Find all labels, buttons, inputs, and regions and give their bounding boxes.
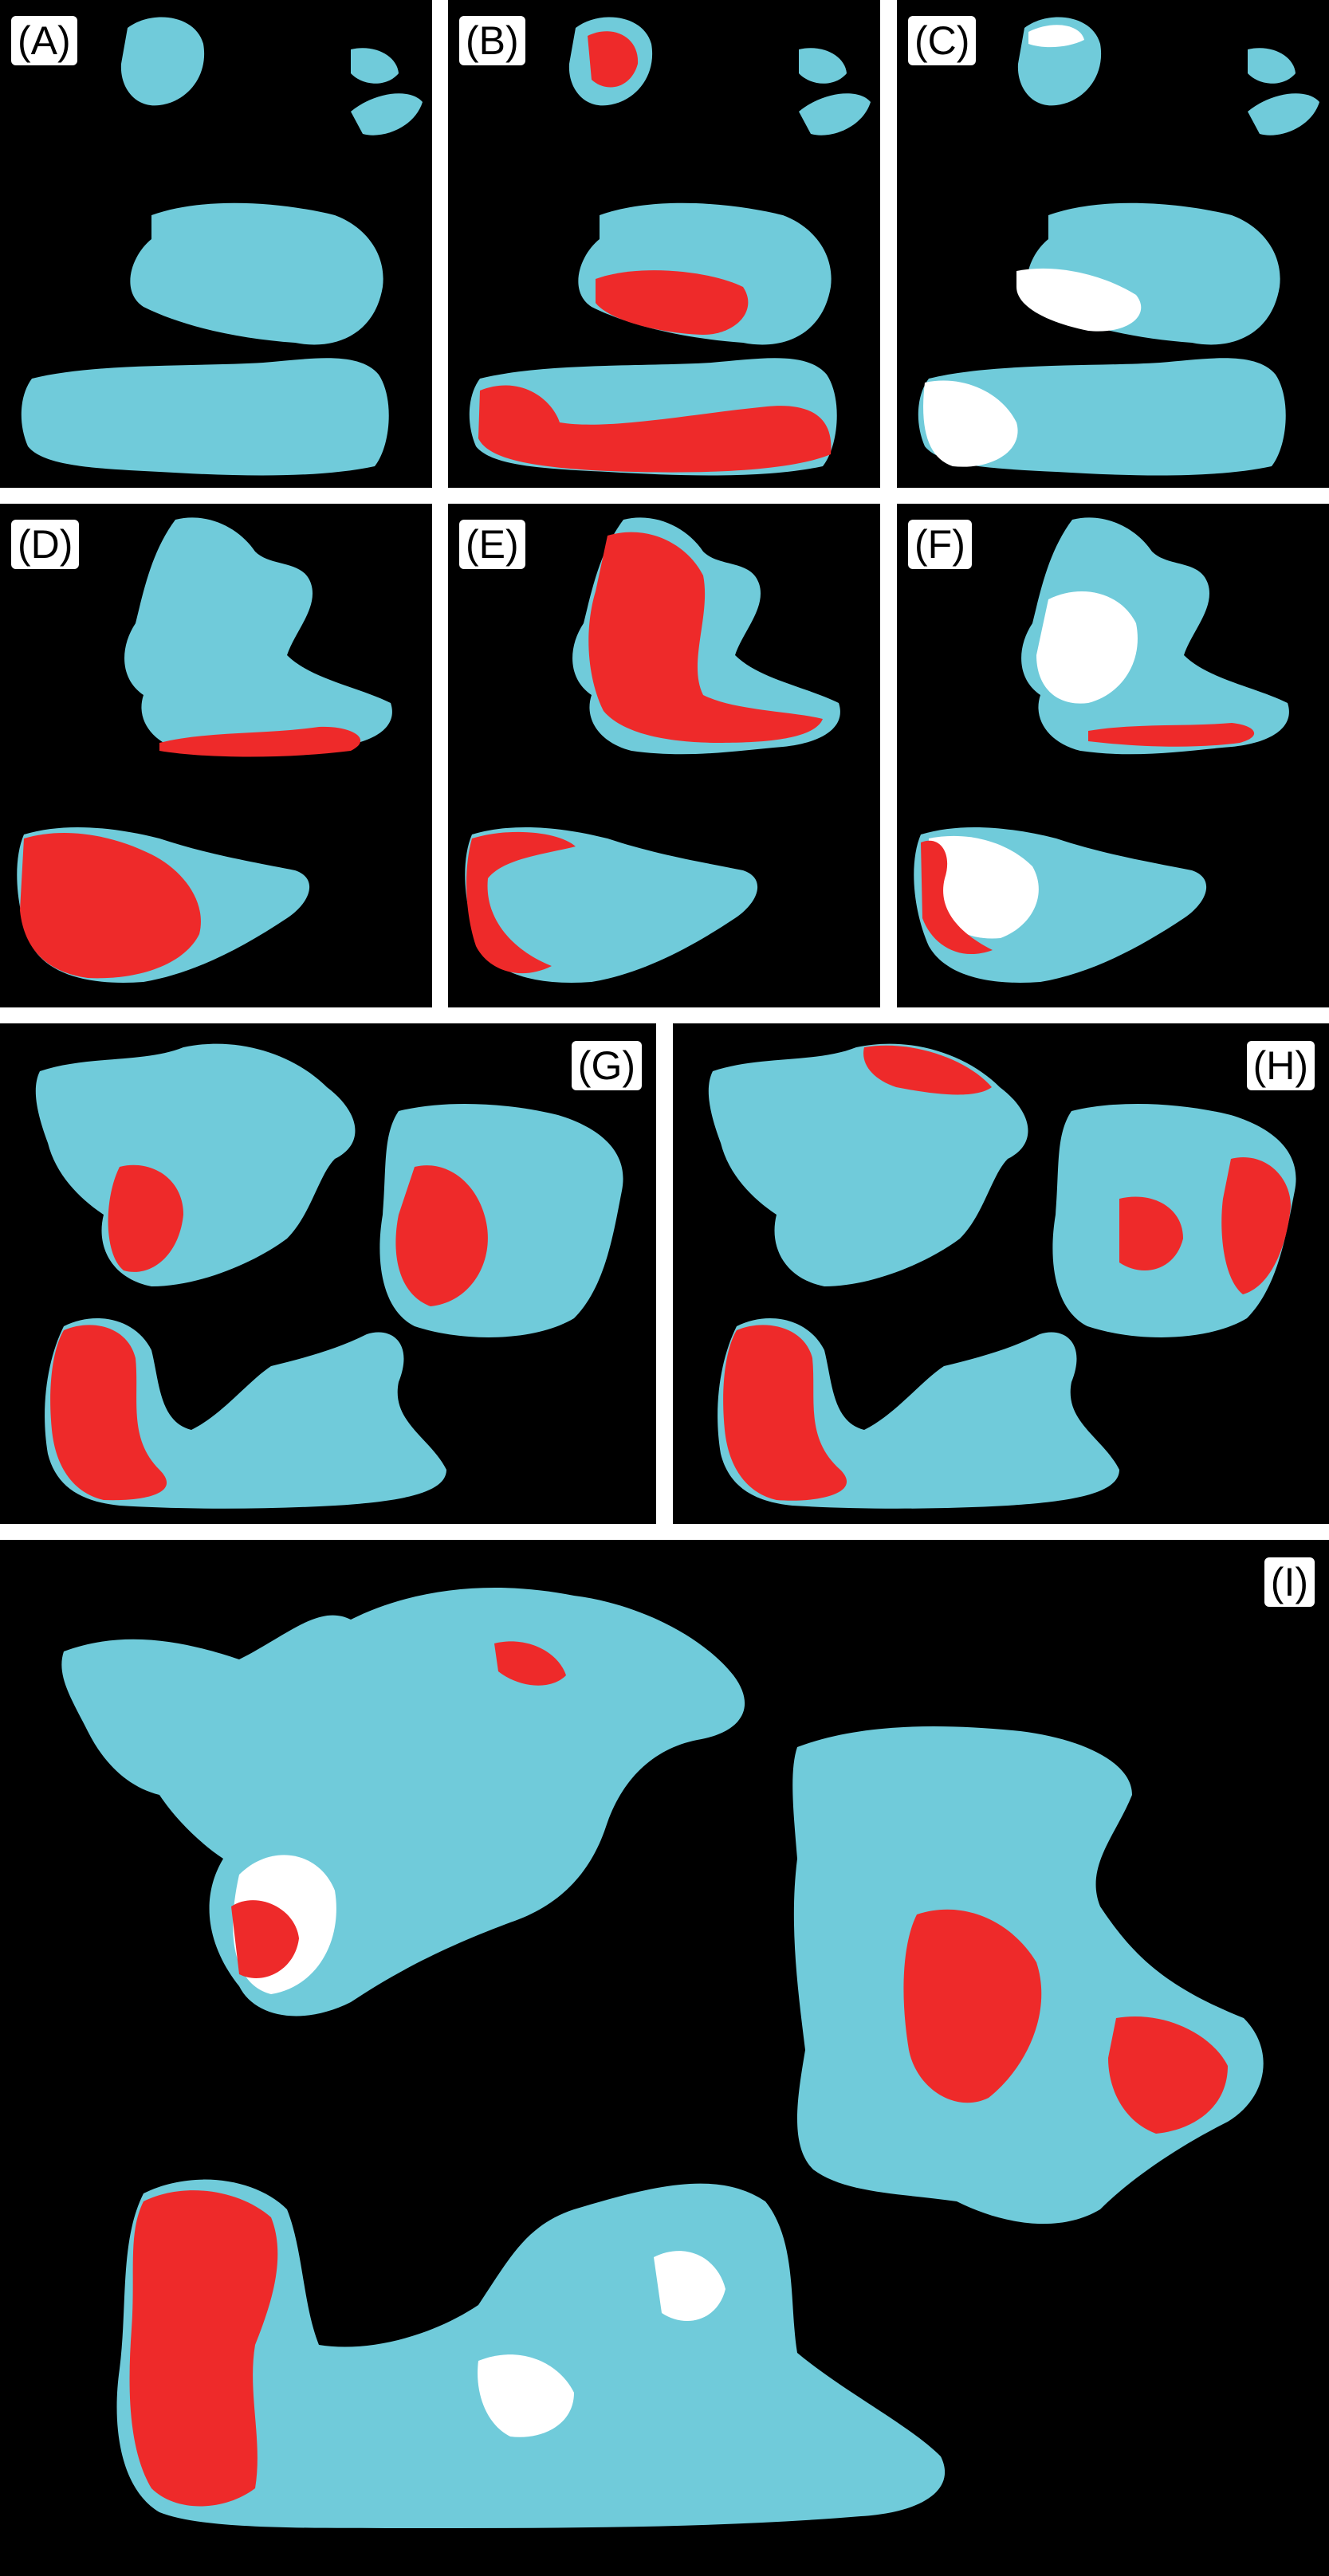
panel-b-image <box>469 17 871 476</box>
panel-g: (G) <box>0 1023 656 1524</box>
marker-region <box>494 1641 566 1686</box>
marker-region <box>108 1164 183 1272</box>
tissue-blob <box>120 17 205 106</box>
panel-f: (F) <box>897 504 1329 1007</box>
panel-h-image <box>708 1043 1296 1509</box>
marker-region <box>588 532 823 743</box>
panel-a-image <box>21 17 423 476</box>
overlap-region <box>1028 25 1084 48</box>
marker-region <box>478 385 832 473</box>
panel-e: (E) <box>448 504 880 1007</box>
tissue-blob <box>35 1043 356 1286</box>
panel-f-label: (F) <box>908 520 972 569</box>
panel-i: (I) <box>0 1540 1329 2576</box>
marker-region <box>1108 2016 1228 2134</box>
marker-region <box>129 2190 278 2507</box>
panel-e-image <box>465 517 840 983</box>
marker-region <box>588 31 639 88</box>
overlap-region <box>1016 268 1142 332</box>
tissue-blob <box>1248 48 1296 84</box>
marker-region <box>50 1325 167 1501</box>
overlap-region <box>927 835 1039 939</box>
panel-b: (B) <box>448 0 880 488</box>
marker-region <box>1088 723 1255 747</box>
overlap-region <box>1036 591 1138 704</box>
panel-b-label: (B) <box>459 16 525 65</box>
tissue-blob <box>130 202 383 345</box>
overlap-region <box>654 2251 725 2321</box>
marker-region <box>723 1325 847 1501</box>
tissue-blob <box>351 48 399 84</box>
tissue-blob <box>21 358 389 476</box>
tissue-blob <box>465 827 758 983</box>
marker-region <box>903 1909 1042 2103</box>
panel-e-label: (E) <box>459 520 525 569</box>
tissue-blob <box>61 1588 745 2016</box>
panel-i-label: (I) <box>1264 1557 1315 1607</box>
tissue-blob <box>351 93 423 135</box>
panel-c-label: (C) <box>908 16 977 65</box>
marker-region <box>1119 1196 1183 1270</box>
tissue-blob <box>799 48 847 84</box>
panel-a-label: (A) <box>11 16 77 65</box>
panel-a: (A) <box>0 0 432 488</box>
panel-h-label: (H) <box>1246 1041 1315 1090</box>
marker-region <box>596 270 749 335</box>
panel-d-label: (D) <box>11 520 80 569</box>
marker-region <box>1221 1157 1291 1294</box>
tissue-blob <box>116 2179 946 2528</box>
panel-c: (C) <box>897 0 1329 488</box>
overlap-region <box>478 2354 574 2437</box>
tissue-blob <box>124 517 392 755</box>
panel-f-image <box>914 517 1289 983</box>
marker-region <box>466 831 576 974</box>
tissue-blob <box>708 1043 1028 1286</box>
panel-g-image <box>35 1043 623 1509</box>
panel-d-image <box>17 517 392 983</box>
panel-h: (H) <box>673 1023 1329 1524</box>
marker-region <box>20 832 201 979</box>
panel-d: (D) <box>0 504 432 1007</box>
panel-g-label: (G) <box>571 1041 642 1090</box>
panel-c-image <box>918 17 1319 476</box>
marker-region <box>395 1165 488 1306</box>
marker-region <box>159 726 361 757</box>
marker-region <box>231 1900 299 1978</box>
marker-region <box>863 1045 992 1095</box>
overlap-region <box>923 380 1018 467</box>
tissue-blob <box>1248 93 1319 135</box>
panel-i-image <box>61 1588 1264 2528</box>
marker-region <box>921 840 993 955</box>
tissue-blob <box>799 93 871 135</box>
